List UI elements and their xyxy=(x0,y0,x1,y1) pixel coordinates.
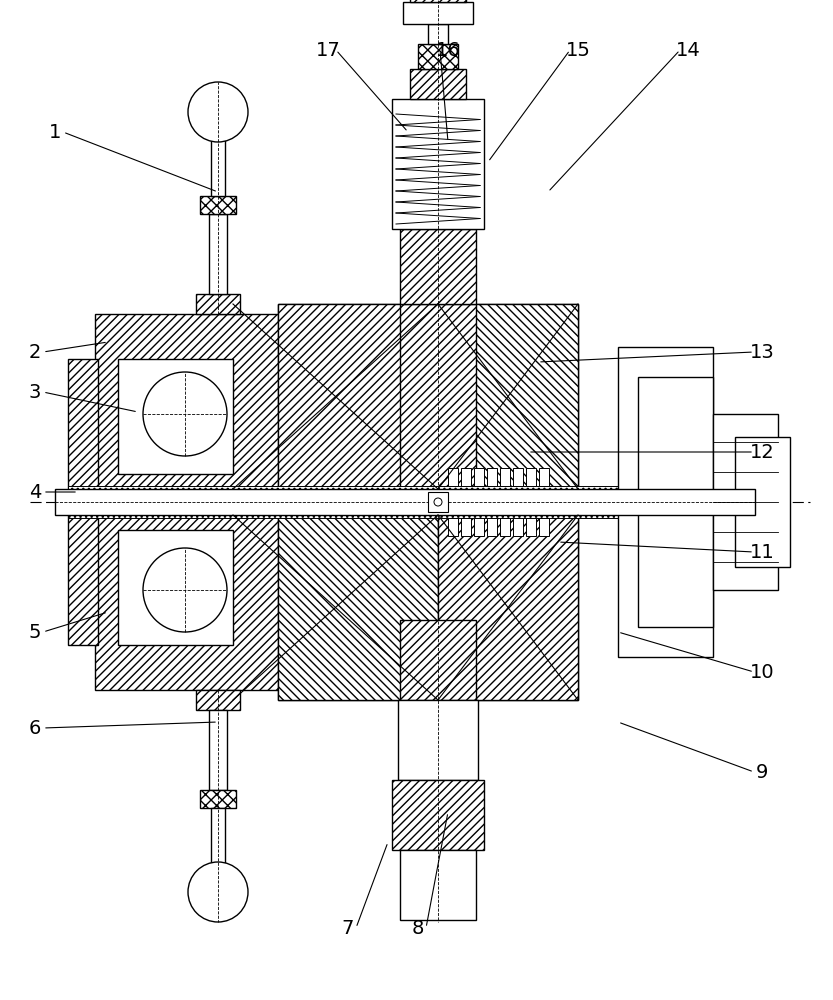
Circle shape xyxy=(143,548,227,632)
Bar xyxy=(713,414,778,590)
Bar xyxy=(461,468,471,486)
Circle shape xyxy=(143,372,227,456)
Bar xyxy=(428,492,448,512)
Text: 9: 9 xyxy=(756,762,768,782)
Text: 6: 6 xyxy=(29,718,41,738)
Bar xyxy=(539,518,549,536)
Text: 1: 1 xyxy=(49,122,61,141)
Bar xyxy=(200,196,236,214)
Bar xyxy=(428,24,448,44)
Bar xyxy=(474,518,484,536)
Bar xyxy=(513,518,523,536)
Bar xyxy=(410,0,466,2)
Text: 10: 10 xyxy=(750,662,775,682)
Bar xyxy=(209,710,227,790)
Bar xyxy=(95,515,280,690)
Bar xyxy=(118,530,233,645)
Polygon shape xyxy=(278,304,438,489)
Text: 3: 3 xyxy=(29,382,41,401)
Bar xyxy=(118,359,233,474)
Bar xyxy=(403,2,473,24)
Text: 17: 17 xyxy=(316,40,341,60)
Text: 15: 15 xyxy=(566,40,591,60)
Text: 5: 5 xyxy=(29,622,42,642)
Bar xyxy=(474,468,484,486)
Bar xyxy=(68,510,628,518)
Text: 8: 8 xyxy=(412,918,424,938)
Polygon shape xyxy=(438,515,578,700)
Bar xyxy=(95,314,280,489)
Bar xyxy=(526,518,536,536)
Text: 7: 7 xyxy=(342,918,354,938)
Bar xyxy=(68,515,98,645)
Bar xyxy=(278,515,578,700)
Circle shape xyxy=(434,498,442,506)
Polygon shape xyxy=(438,304,578,489)
Bar xyxy=(448,518,458,536)
Text: 4: 4 xyxy=(29,483,41,502)
Bar xyxy=(400,229,476,304)
Bar xyxy=(398,700,478,780)
Bar xyxy=(735,437,790,567)
Circle shape xyxy=(188,862,248,922)
Bar xyxy=(539,468,549,486)
Bar xyxy=(278,304,578,489)
Bar xyxy=(500,468,510,486)
Text: 16: 16 xyxy=(436,40,461,60)
Bar xyxy=(196,690,240,710)
Text: 2: 2 xyxy=(29,342,41,361)
Text: 11: 11 xyxy=(750,542,775,562)
Bar xyxy=(638,377,713,627)
Bar xyxy=(461,518,471,536)
Bar xyxy=(410,69,466,99)
Circle shape xyxy=(188,82,248,142)
Bar xyxy=(68,359,98,489)
Bar xyxy=(526,468,536,486)
Bar xyxy=(400,850,476,920)
Text: 12: 12 xyxy=(750,442,775,462)
Bar xyxy=(500,518,510,536)
Polygon shape xyxy=(278,515,438,700)
Bar xyxy=(618,347,713,657)
Text: 13: 13 xyxy=(750,342,775,361)
Text: 14: 14 xyxy=(676,40,701,60)
Bar xyxy=(487,518,497,536)
Bar xyxy=(487,468,497,486)
Bar xyxy=(400,620,476,700)
Bar xyxy=(448,468,458,486)
Bar xyxy=(209,214,227,294)
Bar xyxy=(211,808,225,868)
Bar xyxy=(200,790,236,808)
Bar xyxy=(418,44,458,69)
Bar xyxy=(196,294,240,314)
Bar xyxy=(392,99,484,229)
Bar xyxy=(513,468,523,486)
Bar xyxy=(400,304,476,489)
Bar xyxy=(55,489,755,515)
Bar xyxy=(392,780,484,850)
Bar xyxy=(68,486,628,494)
Bar xyxy=(211,136,225,196)
